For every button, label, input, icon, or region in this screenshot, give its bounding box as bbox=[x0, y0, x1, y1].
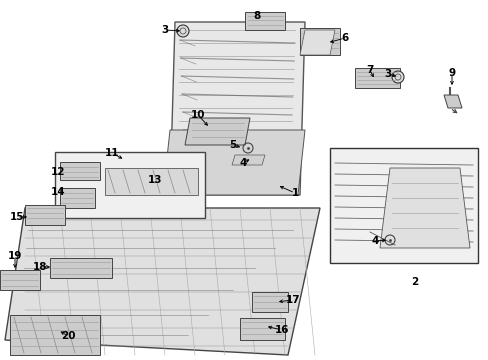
Polygon shape bbox=[244, 12, 285, 30]
Text: 4: 4 bbox=[370, 236, 378, 246]
Text: 1: 1 bbox=[291, 188, 298, 198]
Polygon shape bbox=[184, 118, 249, 145]
Polygon shape bbox=[10, 315, 100, 355]
Text: 5: 5 bbox=[229, 140, 236, 150]
Bar bbox=[329, 148, 477, 263]
Polygon shape bbox=[163, 130, 305, 195]
Circle shape bbox=[177, 25, 189, 37]
Circle shape bbox=[391, 71, 403, 83]
Polygon shape bbox=[60, 188, 95, 208]
Polygon shape bbox=[443, 95, 461, 108]
Text: 10: 10 bbox=[190, 110, 205, 120]
Polygon shape bbox=[0, 270, 40, 290]
Text: 12: 12 bbox=[51, 167, 65, 177]
Text: 16: 16 bbox=[274, 325, 289, 335]
Text: 4: 4 bbox=[239, 158, 246, 168]
Text: 20: 20 bbox=[61, 331, 75, 341]
FancyArrowPatch shape bbox=[451, 109, 456, 113]
Text: 6: 6 bbox=[341, 33, 348, 43]
Text: 13: 13 bbox=[147, 175, 162, 185]
Polygon shape bbox=[5, 208, 319, 355]
Polygon shape bbox=[105, 168, 198, 195]
Polygon shape bbox=[354, 68, 399, 88]
Text: 14: 14 bbox=[51, 187, 65, 197]
Text: 8: 8 bbox=[253, 11, 260, 21]
Polygon shape bbox=[251, 292, 287, 312]
Polygon shape bbox=[231, 155, 264, 165]
Text: 17: 17 bbox=[285, 295, 300, 305]
Text: 3: 3 bbox=[161, 25, 168, 35]
Polygon shape bbox=[170, 22, 305, 195]
Text: 7: 7 bbox=[366, 65, 373, 75]
Text: 15: 15 bbox=[10, 212, 24, 222]
Polygon shape bbox=[240, 318, 285, 340]
Text: 19: 19 bbox=[8, 251, 22, 261]
Text: 11: 11 bbox=[104, 148, 119, 158]
Polygon shape bbox=[25, 205, 65, 225]
Polygon shape bbox=[55, 152, 204, 218]
Polygon shape bbox=[50, 258, 112, 278]
Polygon shape bbox=[379, 168, 469, 248]
Polygon shape bbox=[299, 30, 334, 55]
Polygon shape bbox=[299, 28, 339, 55]
Text: 3: 3 bbox=[384, 69, 391, 79]
Text: 9: 9 bbox=[447, 68, 455, 78]
Text: 2: 2 bbox=[410, 277, 418, 287]
Text: 18: 18 bbox=[33, 262, 47, 272]
Polygon shape bbox=[60, 162, 100, 180]
